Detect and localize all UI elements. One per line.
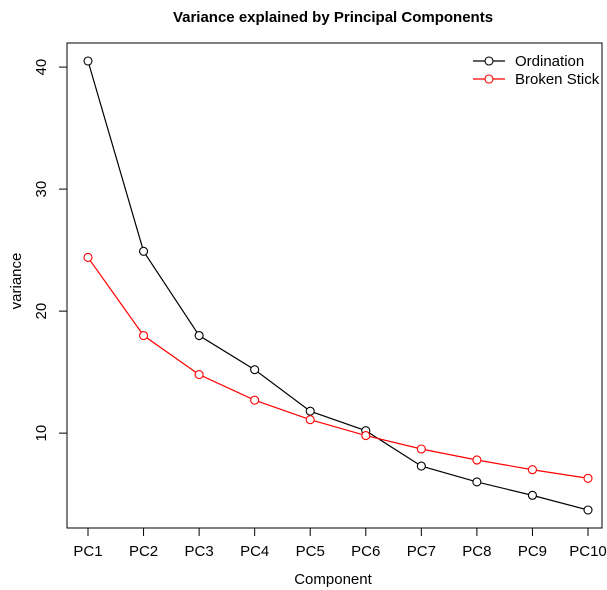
x-tick-label: PC4: [240, 543, 269, 560]
y-axis-title: variance: [8, 253, 25, 310]
data-point: [527, 465, 537, 475]
series-layer: [83, 56, 593, 515]
data-point: [194, 330, 204, 341]
x-tick-label: PC7: [407, 543, 436, 560]
data-point: [527, 490, 537, 500]
data-point: [305, 415, 315, 425]
data-point: [250, 395, 260, 405]
data-point: [194, 370, 204, 380]
series-line: [87, 257, 589, 479]
legend-swatch-marker: [484, 56, 494, 66]
y-tick-label: 30: [33, 181, 50, 198]
data-point: [472, 455, 482, 465]
y-tick-label: 40: [33, 59, 50, 76]
data-point: [83, 56, 93, 66]
data-point: [139, 330, 149, 341]
y-tick-label: 10: [33, 425, 50, 442]
data-point: [416, 444, 426, 454]
x-axis: PC1 PC2 PC3 PC4 PC5 PC6 PC7 PC8 PC9 PC10: [73, 527, 607, 560]
series-line: [87, 60, 589, 511]
legend-label: Ordination: [515, 53, 584, 70]
x-tick-label: PC10: [569, 543, 607, 560]
legend-swatch-marker: [484, 74, 494, 84]
data-point: [583, 473, 593, 483]
x-axis-title: Component: [294, 571, 372, 588]
y-tick-label: 20: [33, 303, 50, 320]
y-axis: 10 20 30 40: [33, 59, 68, 442]
x-tick-label: PC5: [296, 543, 325, 560]
x-tick-label: PC8: [462, 543, 491, 560]
x-tick-label: PC2: [129, 543, 158, 560]
data-point: [305, 406, 315, 416]
data-point: [416, 461, 426, 471]
x-tick-label: PC3: [185, 543, 214, 560]
x-tick-label: PC9: [518, 543, 547, 560]
data-point: [250, 365, 260, 375]
x-tick-label: PC6: [351, 543, 380, 560]
plot-frame: [66, 42, 603, 529]
data-point: [472, 477, 482, 487]
x-tick-label: PC1: [73, 543, 102, 560]
data-point: [583, 505, 593, 515]
chart-title: Variance explained by Principal Componen…: [173, 9, 493, 26]
data-point: [361, 431, 371, 441]
data-point: [83, 252, 93, 262]
legend-label: Broken Stick: [515, 71, 600, 88]
data-point: [139, 246, 149, 256]
